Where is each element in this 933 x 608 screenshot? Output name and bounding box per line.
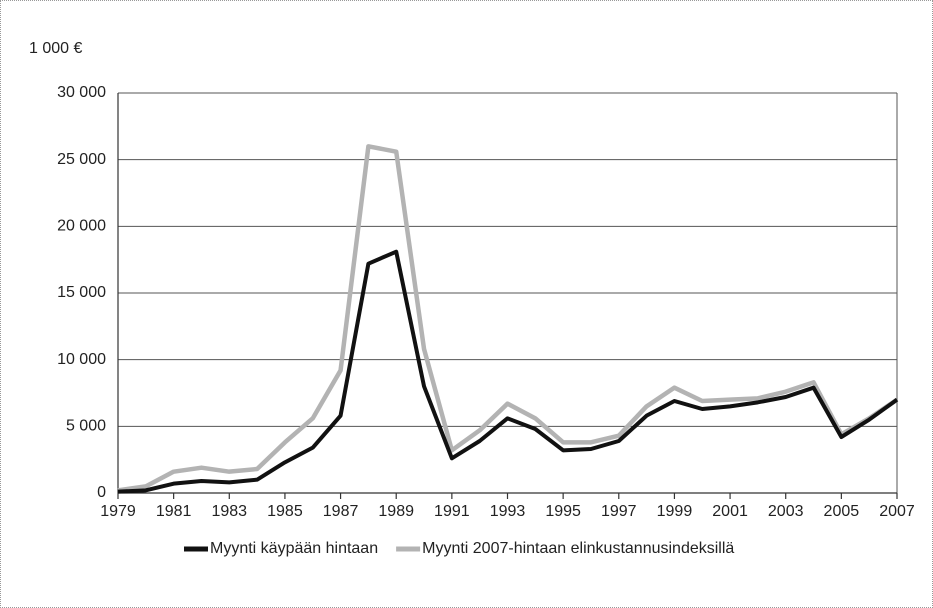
y-tick-label: 0 xyxy=(97,484,106,501)
x-tick-label: 1981 xyxy=(156,503,192,520)
y-tick-label: 15 000 xyxy=(57,284,106,301)
y-tick-label: 25 000 xyxy=(57,151,106,168)
y-tick-label: 5 000 xyxy=(66,418,106,435)
x-tick-label: 1993 xyxy=(490,503,526,520)
x-tick-label: 1989 xyxy=(378,503,414,520)
x-tick-label: 1979 xyxy=(100,503,136,520)
x-tick-label: 1995 xyxy=(545,503,581,520)
x-tick-label: 1991 xyxy=(434,503,470,520)
y-unit-label: 1 000 € xyxy=(29,40,82,57)
x-tick-label: 1987 xyxy=(323,503,359,520)
x-tick-label: 2001 xyxy=(712,503,748,520)
y-tick-label: 20 000 xyxy=(57,218,106,235)
series-line xyxy=(117,144,899,493)
legend-label: Myynti 2007-hintaan elinkustannusindeksi… xyxy=(422,540,734,557)
series-line xyxy=(117,249,899,494)
y-tick-label: 30 000 xyxy=(57,84,106,101)
x-tick-label: 1983 xyxy=(211,503,247,520)
x-tick-label: 1999 xyxy=(657,503,693,520)
y-tick-label: 10 000 xyxy=(57,351,106,368)
x-tick-label: 1997 xyxy=(601,503,637,520)
x-tick-label: 2007 xyxy=(879,503,915,520)
legend-label: Myynti käypään hintaan xyxy=(210,540,378,557)
x-tick-label: 2003 xyxy=(768,503,804,520)
x-tick-label: 2005 xyxy=(824,503,860,520)
x-tick-label: 1985 xyxy=(267,503,303,520)
